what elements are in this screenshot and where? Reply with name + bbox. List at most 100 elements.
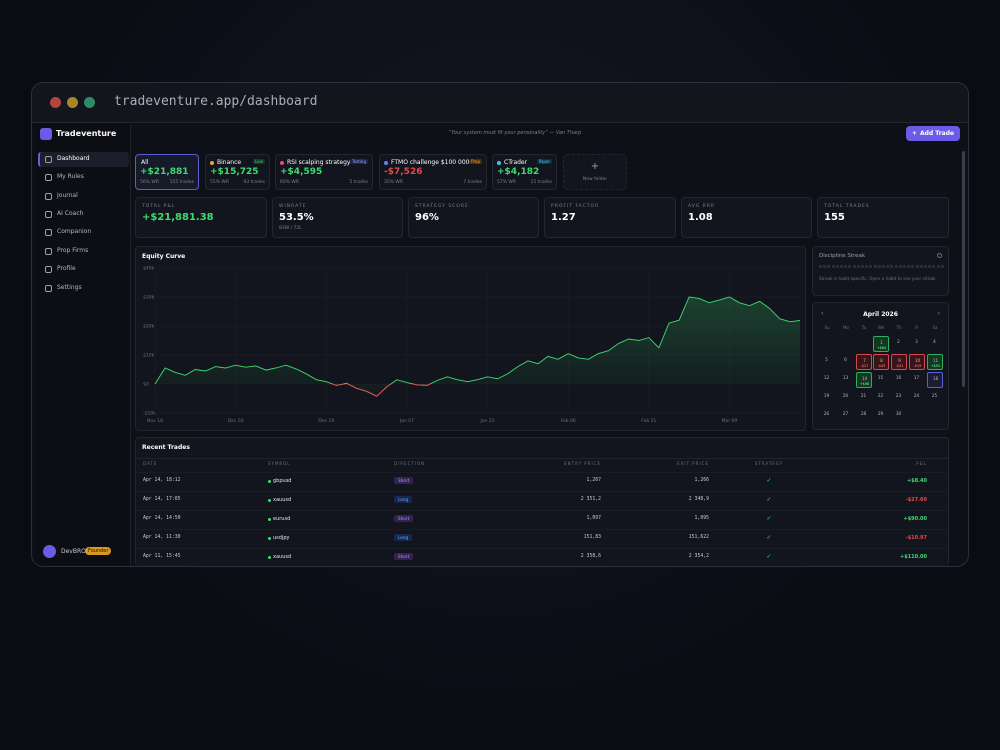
column-header: DATE — [143, 461, 158, 466]
day-cell[interactable]: 6 — [838, 354, 854, 370]
streak-box — [890, 265, 894, 268]
nav-item[interactable]: Companion — [57, 228, 92, 235]
plus-icon: + — [590, 161, 600, 172]
prev-month[interactable]: ‹ — [821, 310, 824, 317]
new-folder-card[interactable]: + New folder — [563, 154, 627, 190]
day-cell[interactable]: 11 +$92 — [927, 354, 943, 370]
day-cell[interactable]: 7 -$27 — [856, 354, 872, 370]
next-month[interactable]: › — [937, 310, 940, 317]
account-card[interactable]: RSI scalping strategy Testing +$4,595 60% W… — [275, 154, 373, 190]
day-cell[interactable]: 28 — [856, 408, 872, 424]
day-cell[interactable]: 2 — [891, 336, 907, 352]
day-cell[interactable]: 4 — [927, 336, 943, 352]
day-cell[interactable]: 17 — [909, 372, 925, 388]
nav-item[interactable]: AI Coach — [57, 210, 84, 217]
streak-box — [928, 265, 932, 268]
day-cell[interactable]: 24 — [909, 390, 925, 406]
account-pnl: +$4,595 — [280, 167, 323, 177]
direction-badge: Short — [394, 553, 414, 560]
day-cell[interactable]: 23 — [891, 390, 907, 406]
streak-box — [831, 265, 835, 268]
day-pnl: +$92 — [930, 364, 941, 368]
nav-icon — [45, 266, 52, 273]
nav-item[interactable]: Profile — [57, 265, 76, 272]
day-number: 16 — [895, 375, 902, 380]
x-tick-label: Feb 06 — [561, 418, 576, 424]
exit-price: 1,095 — [694, 516, 709, 521]
strategy-check: ✓ — [766, 496, 772, 503]
account-name: Binance — [217, 159, 242, 166]
streak-box — [894, 265, 898, 268]
trade-pnl: -$27.60 — [905, 497, 927, 503]
nav-item[interactable]: Journal — [57, 192, 78, 199]
settings-icon[interactable] — [937, 253, 942, 258]
weekday: Fr — [915, 325, 919, 330]
header-divider — [136, 458, 948, 459]
day-cell[interactable]: 27 — [838, 408, 854, 424]
nav-item[interactable]: My Rules — [57, 173, 84, 180]
day-cell[interactable]: 9 -$31 — [891, 354, 907, 370]
add-trade-button[interactable]: + Add Trade — [906, 126, 960, 141]
account-card[interactable]: All +$21,881 56% WR 155 trades — [135, 154, 199, 190]
stat-card: TOTAL TRADES 155 — [817, 197, 949, 238]
x-tick-label: Feb 21 — [641, 418, 656, 424]
trade-symbol: eurusd — [273, 516, 291, 522]
day-cell[interactable]: 5 — [819, 354, 835, 370]
day-cell[interactable]: 10 -$19 — [909, 354, 925, 370]
day-cell[interactable]: 21 — [856, 390, 872, 406]
day-number: 15 — [877, 375, 884, 380]
nav-item[interactable]: Settings — [57, 284, 82, 291]
day-cell[interactable]: 18 — [927, 372, 943, 388]
trade-date: Apr 14, 18:12 — [143, 478, 181, 483]
day-cell[interactable]: 1 +$84 — [873, 336, 889, 352]
minimize-dot[interactable] — [67, 97, 78, 108]
user-badge: Founder — [85, 547, 112, 555]
account-card[interactable]: Binance Live +$15,725 55% WR 93 trades — [205, 154, 270, 190]
url[interactable]: tradeventure.app/dashboard — [114, 94, 318, 109]
day-cell[interactable]: 14 +$98 — [856, 372, 872, 388]
day-cell[interactable]: 22 — [873, 390, 889, 406]
day-cell[interactable]: 30 — [891, 408, 907, 424]
account-card[interactable]: FTMO challenge $100 000 Prop -$7,526 35% WR… — [379, 154, 487, 190]
weekday: We — [877, 325, 885, 330]
day-cell[interactable]: 8 -$45 — [873, 354, 889, 370]
nav-item[interactable]: Dashboard — [57, 155, 90, 162]
day-cell[interactable]: 16 — [891, 372, 907, 388]
day-number: 13 — [842, 375, 849, 380]
day-cell[interactable]: 12 — [819, 372, 835, 388]
day-number: 21 — [860, 393, 867, 398]
day-number: 5 — [825, 357, 828, 362]
day-cell[interactable]: 25 — [927, 390, 943, 406]
streak-box — [865, 265, 869, 268]
sidebar — [34, 124, 131, 566]
trade-date: Apr 14, 14:50 — [143, 516, 181, 521]
column-header: P&L — [916, 461, 927, 466]
discipline-text: Streak is habit-specific. Open a habit t… — [819, 276, 937, 281]
discipline-title: Discipline Streak — [819, 253, 866, 259]
trade-pnl: -$10.97 — [905, 535, 927, 541]
stat-value: 53.5% — [279, 212, 314, 223]
trade-date: Apr 14, 11:30 — [143, 535, 181, 540]
account-card[interactable]: CTrader Paper +$4,182 57% WR 15 trades — [492, 154, 557, 190]
new-folder-label: New folder — [582, 177, 608, 182]
nav-item[interactable]: Prop Firms — [57, 247, 89, 254]
maximize-dot[interactable] — [84, 97, 95, 108]
day-cell[interactable]: 29 — [873, 408, 889, 424]
day-cell[interactable]: 13 — [838, 372, 854, 388]
x-tick-label: Jan 22 — [480, 418, 495, 424]
weekday: Th — [896, 325, 902, 330]
day-cell[interactable]: 19 — [819, 390, 835, 406]
close-dot[interactable] — [50, 97, 61, 108]
day-cell[interactable]: 20 — [838, 390, 854, 406]
day-pnl: -$45 — [877, 364, 886, 368]
streak-box — [856, 265, 860, 268]
streak-box — [940, 265, 944, 268]
nav-icon — [45, 229, 52, 236]
streak-box — [823, 265, 827, 268]
stat-label: TOTAL P&L — [142, 204, 176, 209]
day-cell[interactable]: 26 — [819, 408, 835, 424]
day-cell[interactable]: 3 — [909, 336, 925, 352]
day-cell[interactable]: 15 — [873, 372, 889, 388]
account-winrate: 57% WR — [497, 180, 517, 185]
